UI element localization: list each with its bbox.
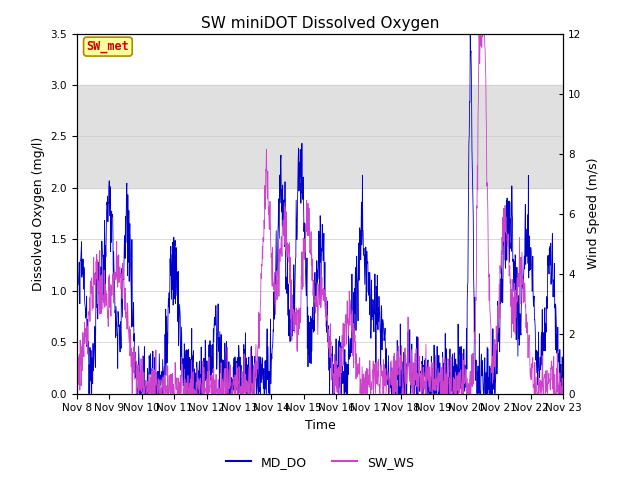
Legend: MD_DO, SW_WS: MD_DO, SW_WS [221,451,419,474]
Bar [77,85,563,188]
Y-axis label: Dissolved Oxygen (mg/l): Dissolved Oxygen (mg/l) [32,136,45,291]
Title: SW miniDOT Dissolved Oxygen: SW miniDOT Dissolved Oxygen [201,16,439,31]
Y-axis label: Wind Speed (m/s): Wind Speed (m/s) [587,158,600,269]
X-axis label: Time: Time [305,419,335,432]
Text: SW_met: SW_met [86,40,129,53]
